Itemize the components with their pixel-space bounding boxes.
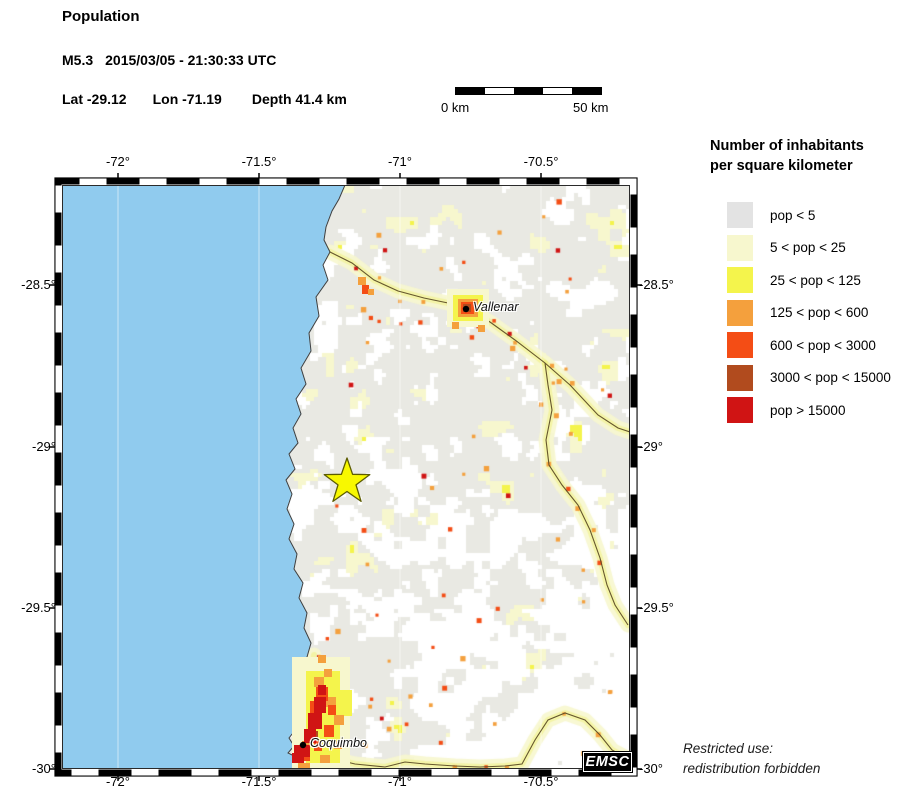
- legend-swatch: [727, 299, 753, 326]
- legend-item: 3000 < pop < 15000: [727, 364, 900, 391]
- x-axis-tick-label: -71.5°: [241, 154, 277, 169]
- emsc-logo: EMSC: [582, 751, 633, 773]
- city-cluster-coquimbo: [292, 655, 352, 769]
- scale-start-label: 0 km: [441, 100, 470, 115]
- y-axis-tick-label: -28.5°: [21, 277, 56, 292]
- legend-label: pop > 15000: [770, 402, 846, 418]
- scale-segment: [456, 88, 485, 94]
- event-depth: Depth 41.4 km: [251, 91, 347, 107]
- x-axis-tick-label: -71°: [388, 154, 412, 169]
- city-cluster-vallenar: [358, 277, 489, 332]
- graticule-lines: [117, 185, 542, 769]
- legend-label: 125 < pop < 600: [770, 305, 869, 320]
- y-axis-tick-label: -29°: [32, 439, 56, 454]
- legend-item: pop > 15000: [727, 397, 900, 423]
- epicenter-star: [323, 457, 371, 503]
- population-map: [50, 173, 642, 781]
- scale-segment: [514, 88, 543, 94]
- legend-item: 5 < pop < 25: [727, 234, 900, 261]
- legend-swatch: [727, 234, 753, 261]
- legend-swatch: [727, 364, 753, 391]
- legend-label: pop < 5: [770, 207, 816, 223]
- map-scale-bar: 0 km 50 km: [441, 87, 608, 115]
- restriction-note: Restricted use: redistribution forbidden: [683, 741, 821, 776]
- scale-segment: [572, 88, 601, 94]
- scale-end-label: 50 km: [573, 100, 609, 115]
- page-title: Population: [62, 8, 140, 25]
- legend-swatch: [727, 267, 753, 293]
- legend-items: pop < 5 5 < pop < 25 25 < pop < 125 125 < p…: [710, 202, 900, 423]
- scale-segment: [543, 88, 572, 94]
- event-latitude: Lat -29.12: [62, 91, 127, 107]
- map-frame: [50, 173, 642, 781]
- axis-tick-marks: [50, 173, 642, 781]
- city-dot: [462, 305, 470, 313]
- y-axis-tick-label: -30°: [32, 761, 56, 776]
- population-legend: Number of inhabitants per square kilomet…: [710, 136, 900, 430]
- y-axis-tick-label: -29.5°: [21, 600, 56, 615]
- legend-label: 25 < pop < 125: [770, 272, 861, 288]
- city-dots: [299, 305, 470, 749]
- roads: [309, 251, 630, 768]
- legend-label: 5 < pop < 25: [770, 240, 846, 255]
- x-axis-tick-label: -71°: [388, 774, 412, 789]
- y-axis-tick-label: -29.5°: [639, 600, 674, 615]
- x-axis-tick-label: -71.5°: [241, 774, 277, 789]
- event-datetime: 2015/03/05 - 21:30:33 UTC: [105, 52, 277, 68]
- city-label: Vallenar: [473, 300, 519, 314]
- y-axis-tick-label: -30°: [639, 761, 663, 776]
- scale-segment: [485, 88, 514, 94]
- legend-item: 125 < pop < 600: [727, 299, 900, 326]
- legend-item: pop < 5: [727, 202, 900, 228]
- legend-swatch: [727, 397, 753, 423]
- x-axis-tick-label: -72°: [106, 774, 130, 789]
- event-magnitude: M5.3: [62, 52, 94, 68]
- x-axis-tick-label: -72°: [106, 154, 130, 169]
- city-dot: [299, 741, 307, 749]
- legend-swatch: [727, 202, 753, 228]
- event-line: M5.3 2015/03/05 - 21:30:33 UTC: [62, 52, 276, 68]
- city-label: Coquimbo: [310, 736, 367, 750]
- x-axis-tick-label: -70.5°: [523, 154, 559, 169]
- y-axis-tick-label: -29°: [639, 439, 663, 454]
- event-longitude: Lon -71.19: [152, 91, 222, 107]
- legend-item: 600 < pop < 3000: [727, 332, 900, 358]
- x-axis-tick-label: -70.5°: [523, 774, 559, 789]
- y-axis-tick-label: -28.5°: [639, 277, 674, 292]
- legend-item: 25 < pop < 125: [727, 267, 900, 293]
- legend-label: 3000 < pop < 15000: [770, 370, 891, 385]
- legend-swatch: [727, 332, 753, 358]
- hypocenter-line: Lat -29.12 Lon -71.19 Depth 41.4 km: [62, 91, 347, 107]
- scale-bar-graphic: [455, 87, 602, 95]
- legend-label: 600 < pop < 3000: [770, 337, 876, 353]
- legend-title: Number of inhabitants per square kilomet…: [710, 138, 864, 174]
